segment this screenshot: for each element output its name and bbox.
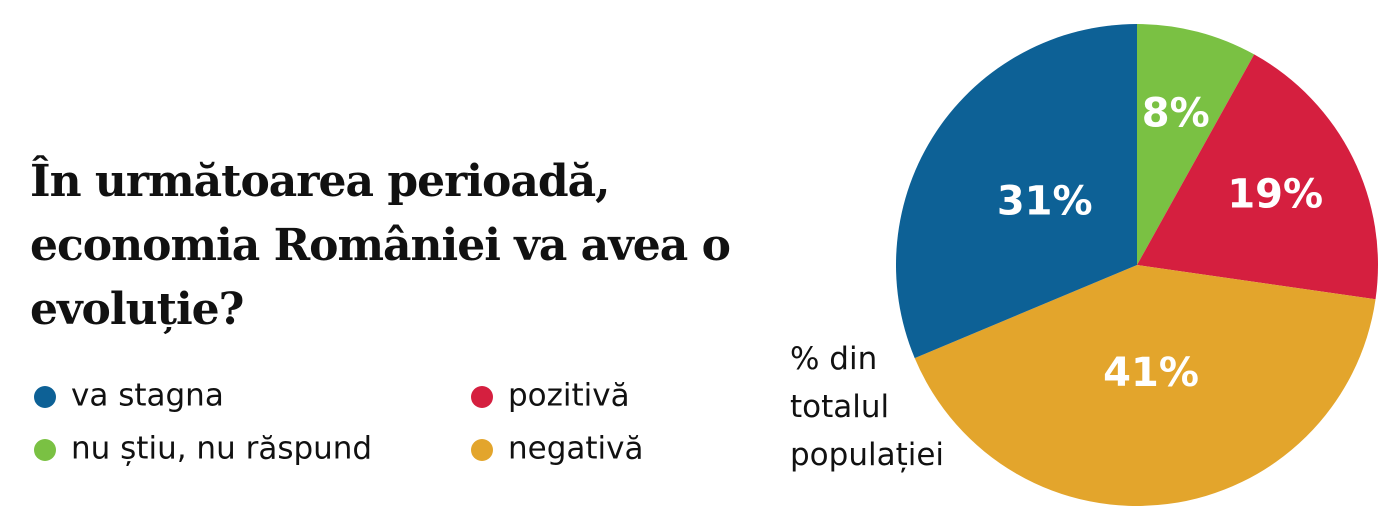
value-label: 19% — [1227, 172, 1323, 218]
pie-slice — [895, 24, 1137, 359]
annotation: % din totalul populației — [790, 341, 945, 473]
pie-slice — [914, 265, 1376, 507]
legend-label: pozitivă — [508, 378, 630, 414]
legend-marker — [34, 439, 56, 461]
value-label: 8% — [1142, 91, 1210, 137]
legend-marker — [471, 439, 493, 461]
pie-slice — [1137, 24, 1255, 265]
value-label: 41% — [1103, 350, 1199, 396]
legend-label: nu știu, nu răspund — [71, 431, 372, 467]
value-label: 31% — [997, 179, 1093, 225]
legend-label: negativă — [508, 431, 644, 467]
pie-slice — [1137, 54, 1379, 300]
chart-title: În următoarea perioadă, economia Românie… — [30, 156, 731, 335]
legend-marker — [34, 386, 56, 408]
legend-marker — [471, 386, 493, 408]
legend-label: va stagna — [71, 378, 224, 414]
